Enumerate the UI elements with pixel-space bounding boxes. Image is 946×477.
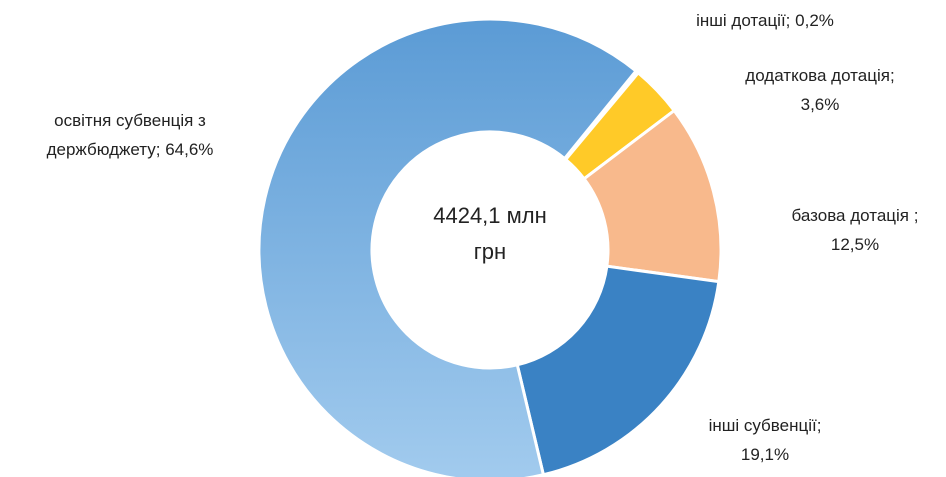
- category-label: базова дотація ;: [791, 206, 919, 225]
- slice-label: інші дотації; 0,2%: [655, 6, 875, 35]
- category-label: інші субвенції;: [708, 416, 822, 435]
- slice-label: інші субвенції; 19,1%: [665, 411, 865, 469]
- value-label: 0,2%: [795, 11, 834, 30]
- slice-label: додаткова дотація; 3,6%: [710, 61, 930, 119]
- category-label: інші дотації;: [696, 11, 791, 30]
- category-label: освітня субвенція з держбюджету;: [46, 111, 206, 159]
- value-label: 12,5%: [830, 235, 880, 254]
- value-label: 19,1%: [740, 445, 790, 464]
- value-label: 64,6%: [165, 140, 214, 159]
- value-label: 3,6%: [800, 95, 840, 114]
- category-label: додаткова дотація;: [745, 66, 895, 85]
- slice-label: базова дотація ; 12,5%: [755, 201, 946, 259]
- slice: [515, 264, 721, 477]
- center-label: 4424,1 млн грн: [433, 203, 547, 264]
- slice: [257, 17, 639, 477]
- slice-label: освітня субвенція з держбюджету; 64,6%: [10, 106, 250, 164]
